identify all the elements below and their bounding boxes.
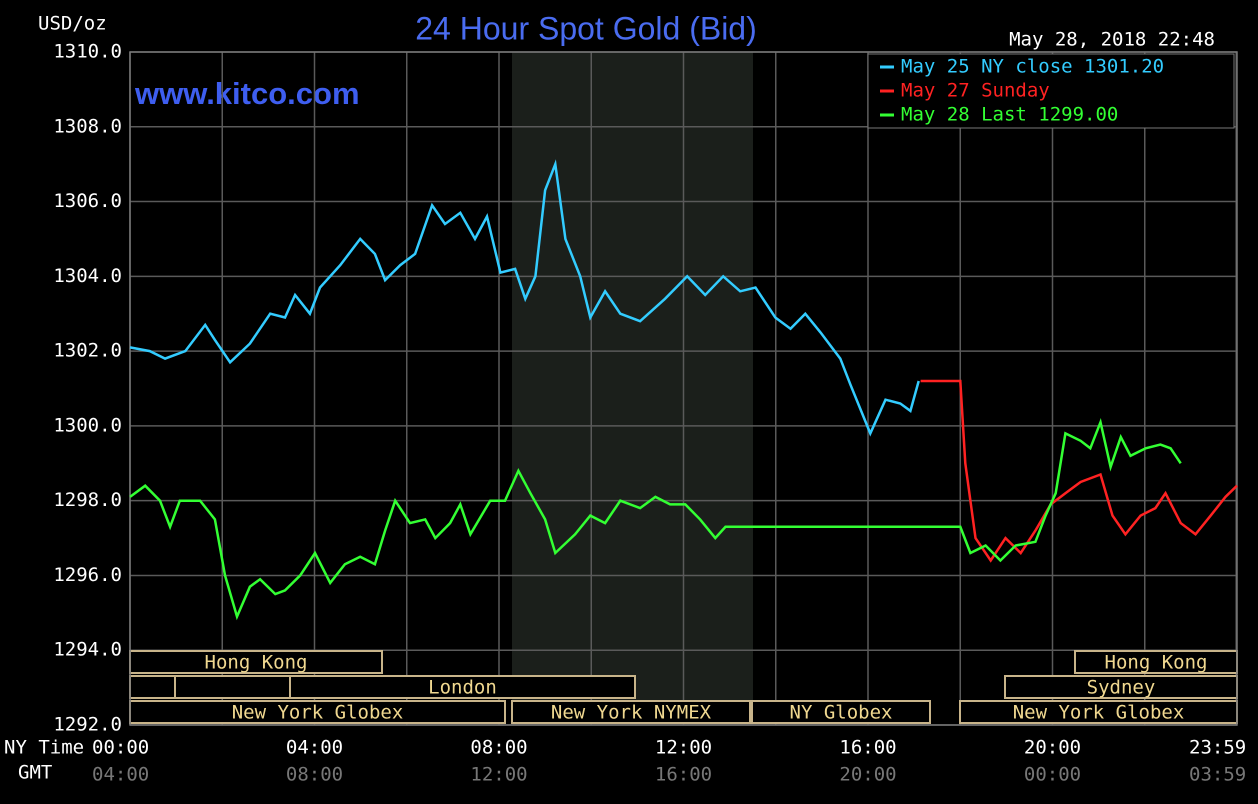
x-axis-label: NY Time — [4, 737, 84, 759]
x2-tick-label: 08:00 — [286, 764, 343, 786]
y-tick-label: 1310.0 — [53, 41, 122, 63]
watermark: www.kitco.com — [134, 76, 360, 111]
session-label: Hong Kong — [205, 652, 308, 674]
y-tick-label: 1302.0 — [53, 340, 122, 362]
session-box — [174, 675, 291, 699]
session-label: New York Globex — [232, 702, 404, 724]
session-label: New York Globex — [1013, 702, 1185, 724]
x-tick-label: 04:00 — [286, 737, 343, 759]
x2-tick-label: 03:59 — [1189, 764, 1246, 786]
nymex-shade — [512, 52, 753, 725]
x-tick-label: 00:00 — [92, 737, 149, 759]
timestamp: May 28, 2018 22:48 — [1009, 29, 1215, 51]
legend-label: May 27 Sunday — [901, 80, 1050, 102]
session-box — [129, 675, 176, 699]
y-tick-label: 1292.0 — [53, 714, 122, 736]
y-tick-label: 1308.0 — [53, 115, 122, 137]
session-box — [751, 700, 931, 724]
session-box — [289, 675, 636, 699]
plot-border — [129, 51, 1238, 726]
series-line — [920, 379, 1238, 563]
session-box — [511, 700, 751, 724]
legend-box — [867, 53, 1235, 129]
y-tick-label: 1306.0 — [53, 190, 122, 212]
series-line — [129, 159, 920, 437]
legend-label: May 28 Last 1299.00 — [901, 104, 1118, 126]
x2-tick-label: 16:00 — [655, 764, 712, 786]
y-tick-label: 1298.0 — [53, 489, 122, 511]
y-axis-label: USD/oz — [38, 13, 107, 35]
y-tick-label: 1296.0 — [53, 564, 122, 586]
x-tick-label: 16:00 — [839, 737, 896, 759]
x2-tick-label: 20:00 — [839, 764, 896, 786]
chart-title: 24 Hour Spot Gold (Bid) — [415, 10, 757, 46]
x-tick-label: 12:00 — [655, 737, 712, 759]
session-label: London — [428, 677, 497, 699]
x-tick-label: 23:59 — [1189, 737, 1246, 759]
x-tick-label: 08:00 — [470, 737, 527, 759]
y-tick-label: 1294.0 — [53, 639, 122, 661]
session-label: NY Globex — [790, 702, 893, 724]
x2-tick-label: 12:00 — [470, 764, 527, 786]
y-tick-label: 1300.0 — [53, 414, 122, 436]
legend-label: May 25 NY close 1301.20 — [901, 56, 1164, 78]
series-line — [129, 417, 1182, 621]
session-label: Hong Kong — [1105, 652, 1208, 674]
session-label: Sydney — [1087, 677, 1156, 699]
y-tick-label: 1304.0 — [53, 265, 122, 287]
x2-axis-label: GMT — [18, 762, 52, 784]
session-label: New York NYMEX — [551, 702, 712, 724]
x-tick-label: 20:00 — [1024, 737, 1081, 759]
x2-tick-label: 04:00 — [92, 764, 149, 786]
x2-tick-label: 00:00 — [1024, 764, 1081, 786]
